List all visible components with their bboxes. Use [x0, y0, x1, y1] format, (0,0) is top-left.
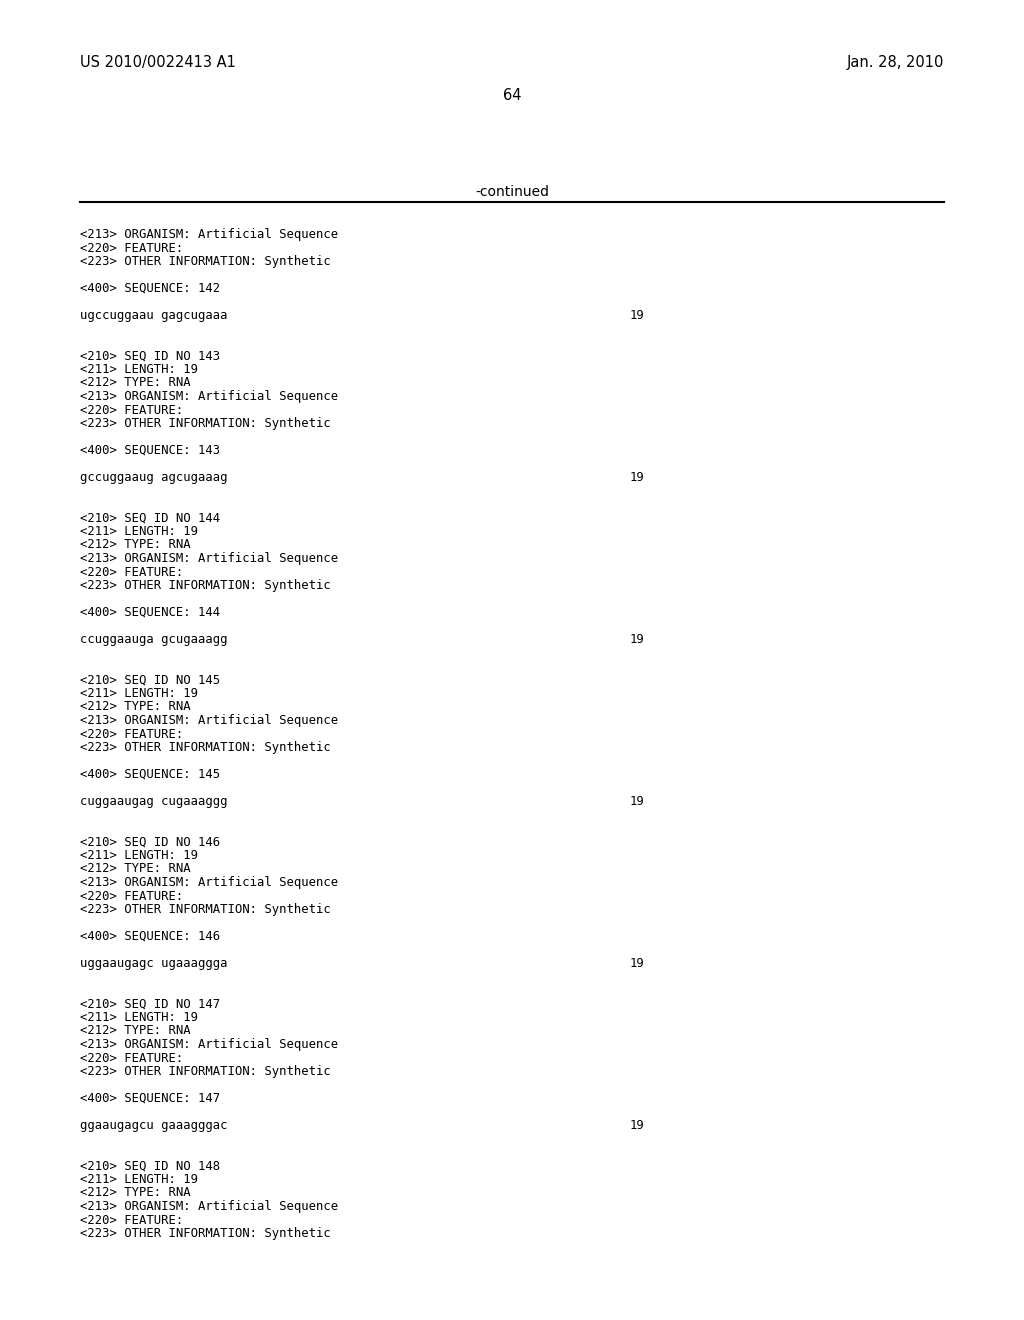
Text: <220> FEATURE:: <220> FEATURE: — [80, 727, 183, 741]
Text: 19: 19 — [630, 957, 645, 970]
Text: <212> TYPE: RNA: <212> TYPE: RNA — [80, 1187, 190, 1200]
Text: 19: 19 — [630, 634, 645, 645]
Text: <223> OTHER INFORMATION: Synthetic: <223> OTHER INFORMATION: Synthetic — [80, 903, 331, 916]
Text: ccuggaauga gcugaaagg: ccuggaauga gcugaaagg — [80, 634, 227, 645]
Text: <210> SEQ ID NO 147: <210> SEQ ID NO 147 — [80, 998, 220, 1011]
Text: <211> LENGTH: 19: <211> LENGTH: 19 — [80, 849, 198, 862]
Text: <210> SEQ ID NO 143: <210> SEQ ID NO 143 — [80, 350, 220, 363]
Text: US 2010/0022413 A1: US 2010/0022413 A1 — [80, 55, 236, 70]
Text: <220> FEATURE:: <220> FEATURE: — [80, 1052, 183, 1064]
Text: <223> OTHER INFORMATION: Synthetic: <223> OTHER INFORMATION: Synthetic — [80, 579, 331, 591]
Text: <213> ORGANISM: Artificial Sequence: <213> ORGANISM: Artificial Sequence — [80, 552, 338, 565]
Text: <211> LENGTH: 19: <211> LENGTH: 19 — [80, 525, 198, 539]
Text: <210> SEQ ID NO 146: <210> SEQ ID NO 146 — [80, 836, 220, 849]
Text: <210> SEQ ID NO 144: <210> SEQ ID NO 144 — [80, 511, 220, 524]
Text: ggaaugagcu gaaagggac: ggaaugagcu gaaagggac — [80, 1119, 227, 1133]
Text: <223> OTHER INFORMATION: Synthetic: <223> OTHER INFORMATION: Synthetic — [80, 417, 331, 430]
Text: <223> OTHER INFORMATION: Synthetic: <223> OTHER INFORMATION: Synthetic — [80, 741, 331, 754]
Text: gccuggaaug agcugaaag: gccuggaaug agcugaaag — [80, 471, 227, 484]
Text: <211> LENGTH: 19: <211> LENGTH: 19 — [80, 686, 198, 700]
Text: <211> LENGTH: 19: <211> LENGTH: 19 — [80, 363, 198, 376]
Text: <212> TYPE: RNA: <212> TYPE: RNA — [80, 862, 190, 875]
Text: 19: 19 — [630, 795, 645, 808]
Text: ugccuggaau gagcugaaa: ugccuggaau gagcugaaa — [80, 309, 227, 322]
Text: <400> SEQUENCE: 147: <400> SEQUENCE: 147 — [80, 1092, 220, 1105]
Text: cuggaaugag cugaaaggg: cuggaaugag cugaaaggg — [80, 795, 227, 808]
Text: 19: 19 — [630, 1119, 645, 1133]
Text: <212> TYPE: RNA: <212> TYPE: RNA — [80, 1024, 190, 1038]
Text: <213> ORGANISM: Artificial Sequence: <213> ORGANISM: Artificial Sequence — [80, 1038, 338, 1051]
Text: -continued: -continued — [475, 185, 549, 199]
Text: <220> FEATURE:: <220> FEATURE: — [80, 242, 183, 255]
Text: <213> ORGANISM: Artificial Sequence: <213> ORGANISM: Artificial Sequence — [80, 1200, 338, 1213]
Text: <211> LENGTH: 19: <211> LENGTH: 19 — [80, 1011, 198, 1024]
Text: <210> SEQ ID NO 148: <210> SEQ ID NO 148 — [80, 1159, 220, 1172]
Text: 19: 19 — [630, 309, 645, 322]
Text: <212> TYPE: RNA: <212> TYPE: RNA — [80, 701, 190, 714]
Text: 19: 19 — [630, 471, 645, 484]
Text: <223> OTHER INFORMATION: Synthetic: <223> OTHER INFORMATION: Synthetic — [80, 255, 331, 268]
Text: <220> FEATURE:: <220> FEATURE: — [80, 890, 183, 903]
Text: 64: 64 — [503, 88, 521, 103]
Text: <220> FEATURE:: <220> FEATURE: — [80, 1213, 183, 1226]
Text: Jan. 28, 2010: Jan. 28, 2010 — [847, 55, 944, 70]
Text: <213> ORGANISM: Artificial Sequence: <213> ORGANISM: Artificial Sequence — [80, 228, 338, 242]
Text: <211> LENGTH: 19: <211> LENGTH: 19 — [80, 1173, 198, 1185]
Text: <220> FEATURE:: <220> FEATURE: — [80, 404, 183, 417]
Text: <400> SEQUENCE: 142: <400> SEQUENCE: 142 — [80, 282, 220, 294]
Text: <213> ORGANISM: Artificial Sequence: <213> ORGANISM: Artificial Sequence — [80, 876, 338, 888]
Text: <400> SEQUENCE: 145: <400> SEQUENCE: 145 — [80, 768, 220, 781]
Text: uggaaugagc ugaaaggga: uggaaugagc ugaaaggga — [80, 957, 227, 970]
Text: <223> OTHER INFORMATION: Synthetic: <223> OTHER INFORMATION: Synthetic — [80, 1228, 331, 1239]
Text: <220> FEATURE:: <220> FEATURE: — [80, 565, 183, 578]
Text: <212> TYPE: RNA: <212> TYPE: RNA — [80, 376, 190, 389]
Text: <210> SEQ ID NO 145: <210> SEQ ID NO 145 — [80, 673, 220, 686]
Text: <400> SEQUENCE: 143: <400> SEQUENCE: 143 — [80, 444, 220, 457]
Text: <212> TYPE: RNA: <212> TYPE: RNA — [80, 539, 190, 552]
Text: <223> OTHER INFORMATION: Synthetic: <223> OTHER INFORMATION: Synthetic — [80, 1065, 331, 1078]
Text: <400> SEQUENCE: 146: <400> SEQUENCE: 146 — [80, 931, 220, 942]
Text: <400> SEQUENCE: 144: <400> SEQUENCE: 144 — [80, 606, 220, 619]
Text: <213> ORGANISM: Artificial Sequence: <213> ORGANISM: Artificial Sequence — [80, 714, 338, 727]
Text: <213> ORGANISM: Artificial Sequence: <213> ORGANISM: Artificial Sequence — [80, 389, 338, 403]
